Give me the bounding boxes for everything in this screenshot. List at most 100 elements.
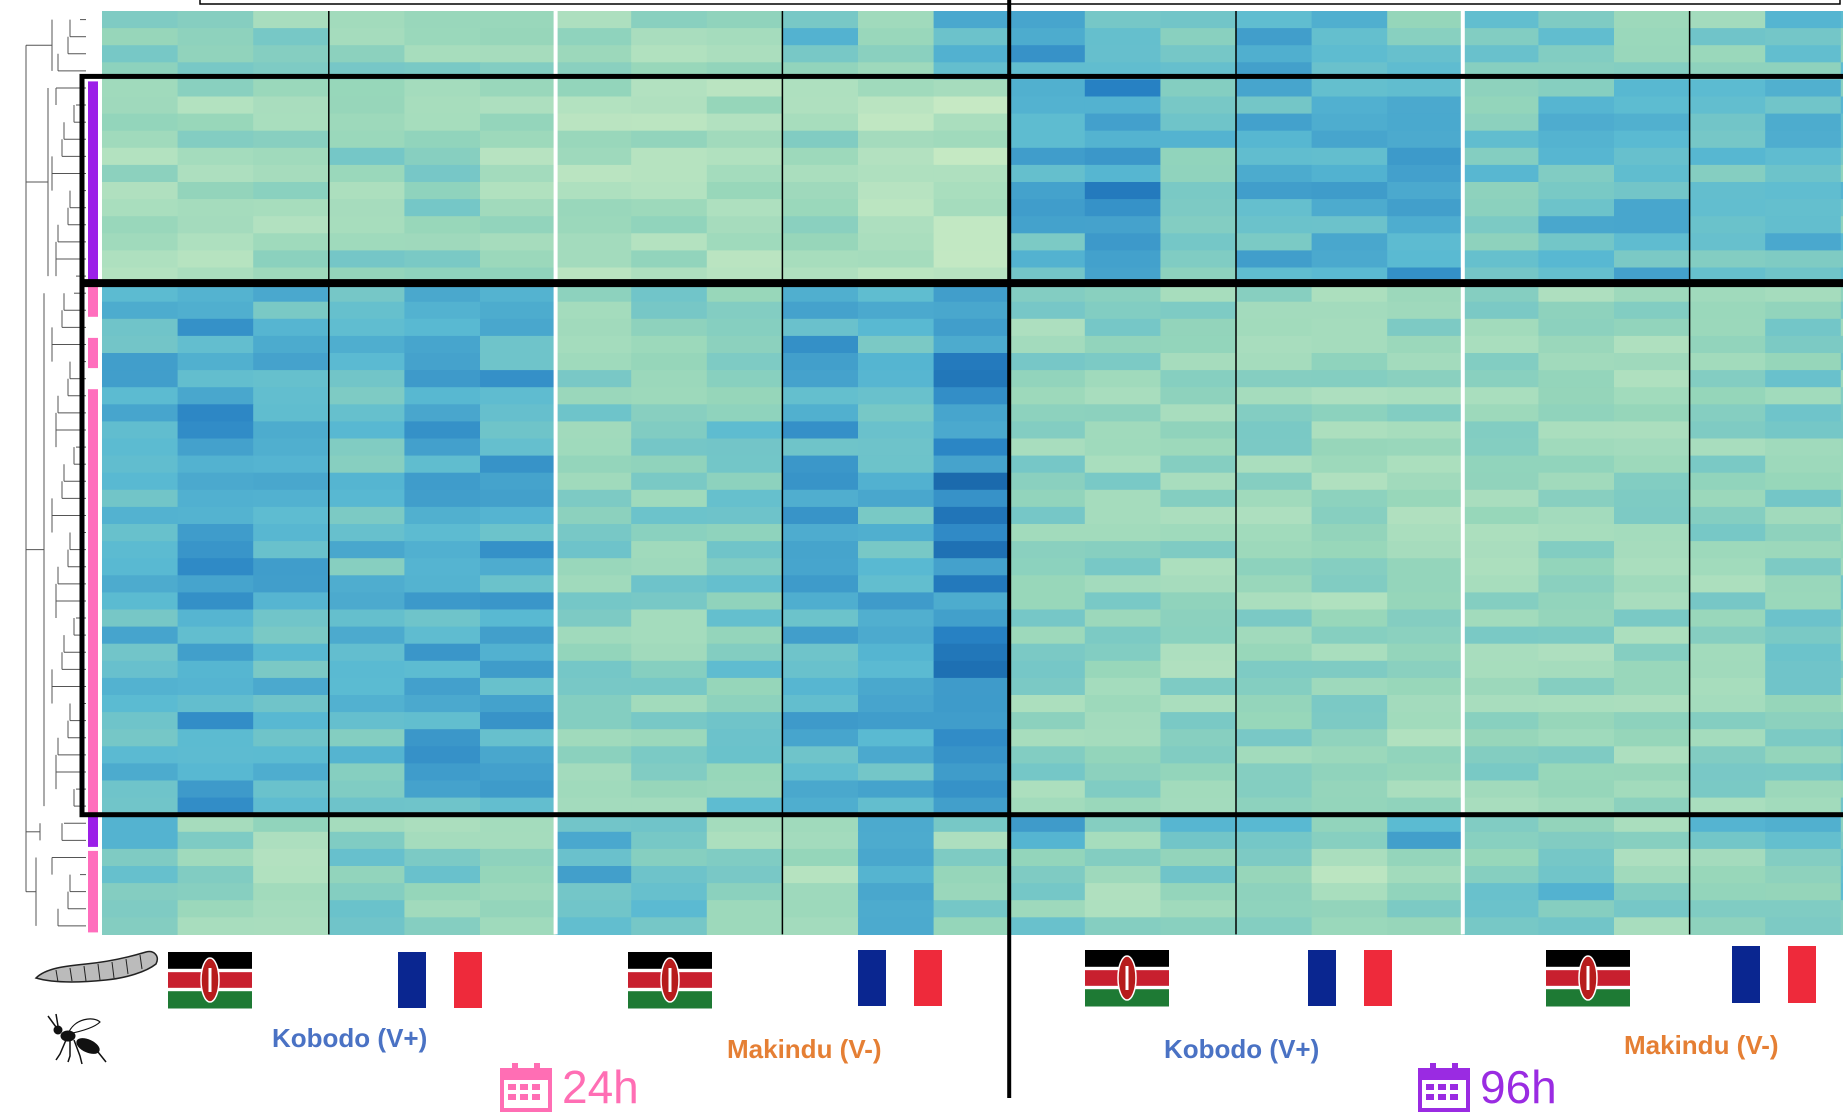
heatmap-cell (253, 866, 330, 884)
heatmap-cell (1840, 660, 1843, 679)
heatmap-cell (1084, 883, 1161, 901)
heatmap-cell (1009, 438, 1086, 457)
heatmap-cell (1840, 677, 1843, 696)
heatmap-cell (1009, 387, 1086, 405)
time-label-96h: 96h (1418, 1060, 1557, 1114)
heatmap-cell (1840, 575, 1843, 593)
heatmap-cell (1084, 250, 1161, 269)
heatmap-cell (1538, 746, 1615, 764)
heatmap-cell (782, 164, 859, 183)
heatmap-cell (1387, 301, 1464, 320)
heatmap-cell (1387, 900, 1464, 918)
heatmap-cell (1689, 370, 1766, 388)
heatmap-cell (1084, 28, 1161, 46)
heatmap-cell (1538, 164, 1615, 183)
heatmap-cell (706, 866, 783, 884)
wasp-icon (47, 1013, 107, 1065)
heatmap-cell (858, 558, 935, 576)
heatmap-cell (1236, 780, 1313, 799)
heatmap-cell (404, 814, 481, 833)
kenya-flag-icon (1546, 950, 1630, 1007)
heatmap-cell (858, 353, 935, 371)
heatmap-cell (328, 524, 405, 542)
heatmap-cell (1689, 609, 1766, 628)
heatmap-cell (1311, 917, 1388, 935)
heatmap-cell (555, 643, 632, 662)
heatmap-cell (480, 866, 557, 884)
heatmap-cell (177, 643, 254, 662)
heatmap-cell (102, 28, 179, 46)
heatmap-cell (1236, 96, 1313, 115)
heatmap-cell (102, 524, 179, 542)
heatmap-cell (858, 28, 935, 46)
heatmap-cell (1765, 28, 1842, 46)
heatmap-cell (1160, 28, 1237, 46)
heatmap-cell (1538, 404, 1615, 422)
heatmap-cell (706, 45, 783, 63)
heatmap-cell (102, 660, 179, 679)
heatmap-cell (1160, 233, 1237, 251)
heatmap-cell (102, 370, 179, 388)
heatmap-cell (1840, 848, 1843, 867)
heatmap-cell (1084, 900, 1161, 918)
heatmap-cell (1236, 763, 1313, 782)
heatmap-cell (858, 592, 935, 611)
heatmap-cell (404, 592, 481, 611)
heatmap-cell (706, 404, 783, 422)
heatmap-cell (1311, 404, 1388, 422)
heatmap-cell (1840, 421, 1843, 440)
heatmap-cell (1387, 797, 1464, 816)
heatmap-cell (102, 609, 179, 628)
heatmap-cell (480, 455, 557, 474)
heatmap-cell (1538, 113, 1615, 132)
heatmap-cell (1084, 729, 1161, 747)
heatmap-cell (706, 763, 783, 782)
heatmap-cell (1538, 524, 1615, 542)
heatmap-cell (404, 558, 481, 576)
heatmap-cell (1311, 216, 1388, 234)
heatmap-cell (480, 113, 557, 132)
heatmap-cell (555, 575, 632, 593)
heatmap-cell (1160, 164, 1237, 183)
heatmap-cell (102, 301, 179, 320)
heatmap-cell (480, 182, 557, 200)
heatmap-cell (177, 917, 254, 935)
heatmap-cell (177, 609, 254, 628)
heatmap-cell (706, 113, 783, 132)
heatmap-cell (1765, 353, 1842, 371)
heatmap-cell (1614, 404, 1691, 422)
heatmap-cell (933, 541, 1010, 559)
heatmap-cell (1765, 147, 1842, 166)
heatmap-cell (328, 660, 405, 679)
heatmap-cell (933, 489, 1010, 508)
heatmap-cell (1840, 164, 1843, 183)
heatmap-cell (706, 780, 783, 799)
heatmap-cell (858, 301, 935, 320)
heatmap-cell (480, 900, 557, 918)
heatmap-cell (102, 575, 179, 593)
heatmap-cell (404, 353, 481, 371)
heatmap-cell (1614, 866, 1691, 884)
heatmap-cell (631, 660, 708, 679)
heatmap-cell (1614, 746, 1691, 764)
heatmap-cell (858, 284, 935, 303)
heatmap-cell (328, 866, 405, 884)
heatmap-cell (631, 421, 708, 440)
heatmap-cell (177, 883, 254, 901)
heatmap-cell (1084, 695, 1161, 713)
heatmap-cell (631, 182, 708, 200)
heatmap-cell (253, 712, 330, 730)
heatmap-cell (1840, 797, 1843, 816)
heatmap-cell (1311, 643, 1388, 662)
heatmap-cell (555, 677, 632, 696)
heatmap-cell (1009, 900, 1086, 918)
heatmap-cell (1009, 147, 1086, 166)
heatmap-cell (1311, 797, 1388, 816)
heatmap-cell (555, 524, 632, 542)
heatmap-cell (858, 113, 935, 132)
heatmap-cell (480, 558, 557, 576)
heatmap-cell (782, 455, 859, 474)
heatmap-cell (404, 455, 481, 474)
heatmap-cell (1538, 147, 1615, 166)
heatmap-cell (1311, 96, 1388, 115)
